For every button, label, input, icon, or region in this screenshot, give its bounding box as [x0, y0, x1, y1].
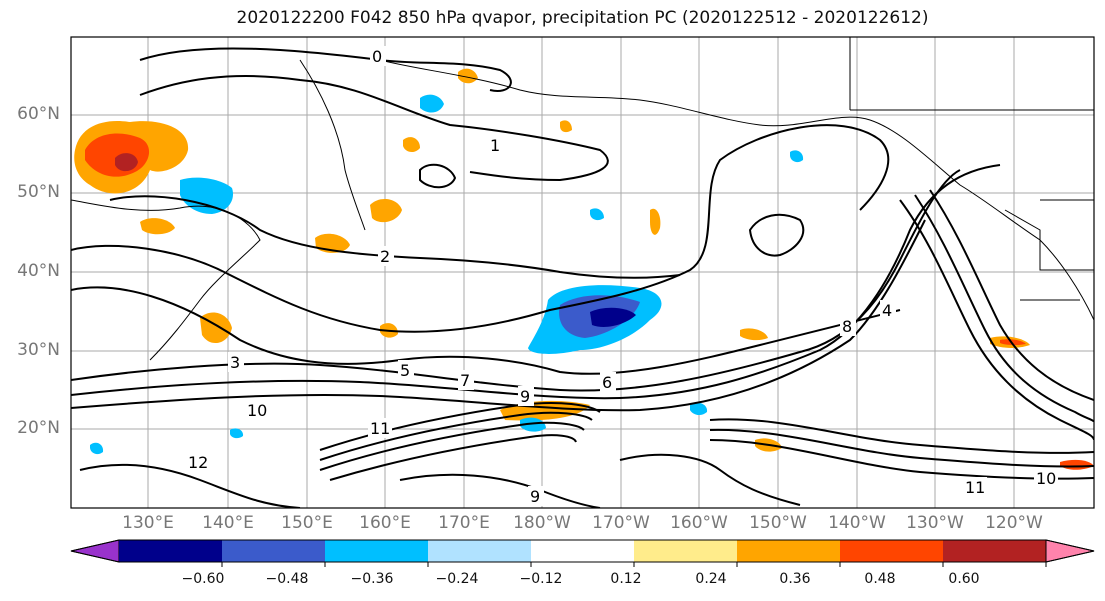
colorbar-tick-label: −0.36	[350, 571, 394, 587]
contour-label: 6	[602, 373, 612, 392]
gridlines	[71, 37, 1094, 508]
lon-label: 120°W	[985, 513, 1043, 533]
contour-label: 5	[400, 361, 410, 380]
colorbar-tick-label: −0.12	[519, 571, 563, 587]
lon-label: 130°W	[906, 513, 964, 533]
map-title: 2020122200 F042 850 hPa qvapor, precipit…	[236, 8, 929, 28]
precip-negative-area	[520, 417, 546, 432]
precip-positive-area	[370, 198, 402, 223]
contour-label: 8	[842, 317, 852, 336]
lat-label: 30°N	[17, 340, 60, 360]
precip-positive-area	[403, 137, 420, 153]
precip-negative-area	[690, 402, 708, 416]
contour-label: 0	[372, 47, 382, 66]
lon-label: 150°E	[281, 513, 333, 533]
contour-label: 11	[370, 419, 390, 438]
colorbar-segment	[943, 540, 1046, 562]
lat-label: 40°N	[17, 261, 60, 281]
colorbar-tick-label: 0.60	[948, 571, 980, 587]
lon-label: 170°E	[438, 513, 490, 533]
precip-negative-area	[790, 150, 804, 163]
colorbar-segment	[634, 540, 737, 562]
precip-negative-area	[180, 177, 234, 214]
colorbar-segment	[840, 540, 943, 562]
colorbar	[70, 539, 1095, 563]
lat-label: 50°N	[17, 182, 60, 202]
contour-label: 4	[882, 301, 892, 320]
colorbar-ticks	[221, 562, 1047, 567]
precip-positive-area	[115, 153, 138, 172]
contour-label: 1	[490, 136, 500, 155]
contour-labels: 0 1 2 3 4 5 6 7 8 9 10 11 12 11	[186, 46, 1058, 506]
contour-label: 3	[230, 353, 240, 372]
colorbar-extend-low	[70, 539, 120, 563]
precip-positive-area	[458, 68, 478, 84]
colorbar-tick-label: −0.60	[181, 571, 225, 587]
lon-label: 130°E	[122, 513, 174, 533]
lon-label: 180°W	[513, 513, 571, 533]
contour-label: 10	[247, 401, 267, 420]
lon-label: 170°W	[592, 513, 650, 533]
lon-label: 160°E	[359, 513, 411, 533]
precip-positive-area	[1000, 339, 1026, 346]
colorbar-segment	[737, 540, 840, 562]
contour-label: 9	[520, 387, 530, 406]
precip-negative-area	[590, 208, 604, 221]
colorbar-segment	[428, 540, 531, 562]
contour-label: 12	[188, 453, 208, 472]
colorbar-extend-high	[1045, 539, 1095, 563]
precip-positive-area	[560, 120, 572, 133]
colorbar-outline	[70, 539, 1095, 563]
lat-label: 60°N	[17, 104, 60, 124]
contour-label: 10	[1036, 469, 1056, 488]
colorbar-tick-label: −0.24	[435, 571, 479, 587]
precip-negative-area	[90, 442, 104, 455]
contour-label: 11	[965, 478, 985, 497]
colorbar-segment	[119, 540, 222, 562]
precip-positive-area	[140, 218, 175, 235]
precip-positive-area	[650, 208, 661, 235]
colorbar-tick-label: 0.12	[610, 571, 642, 587]
colorbar-tick-label: 0.36	[779, 571, 811, 587]
lat-label: 20°N	[17, 418, 60, 438]
lon-label: 160°W	[670, 513, 728, 533]
precip-negative-area	[420, 94, 444, 113]
colorbar-segment	[531, 540, 634, 562]
contour-label: 9	[530, 487, 540, 506]
map-frame	[70, 36, 1095, 509]
colorbar-segment	[222, 540, 325, 562]
colorbar-tick-label: 0.24	[695, 571, 727, 587]
precip-positive-area	[740, 328, 768, 341]
contour-label: 7	[460, 371, 470, 390]
colorbar-tick-label: −0.48	[265, 571, 309, 587]
colorbar-tick-label: 0.48	[864, 571, 896, 587]
precip-negative-area	[590, 307, 636, 327]
contour-label: 2	[380, 247, 390, 266]
coastlines	[71, 37, 1094, 361]
precip-shading	[74, 68, 1094, 470]
precip-negative-area	[230, 428, 244, 439]
colorbar-segment	[325, 540, 428, 562]
lon-label: 140°W	[828, 513, 886, 533]
lon-label: 140°E	[202, 513, 254, 533]
lon-label: 150°W	[749, 513, 807, 533]
